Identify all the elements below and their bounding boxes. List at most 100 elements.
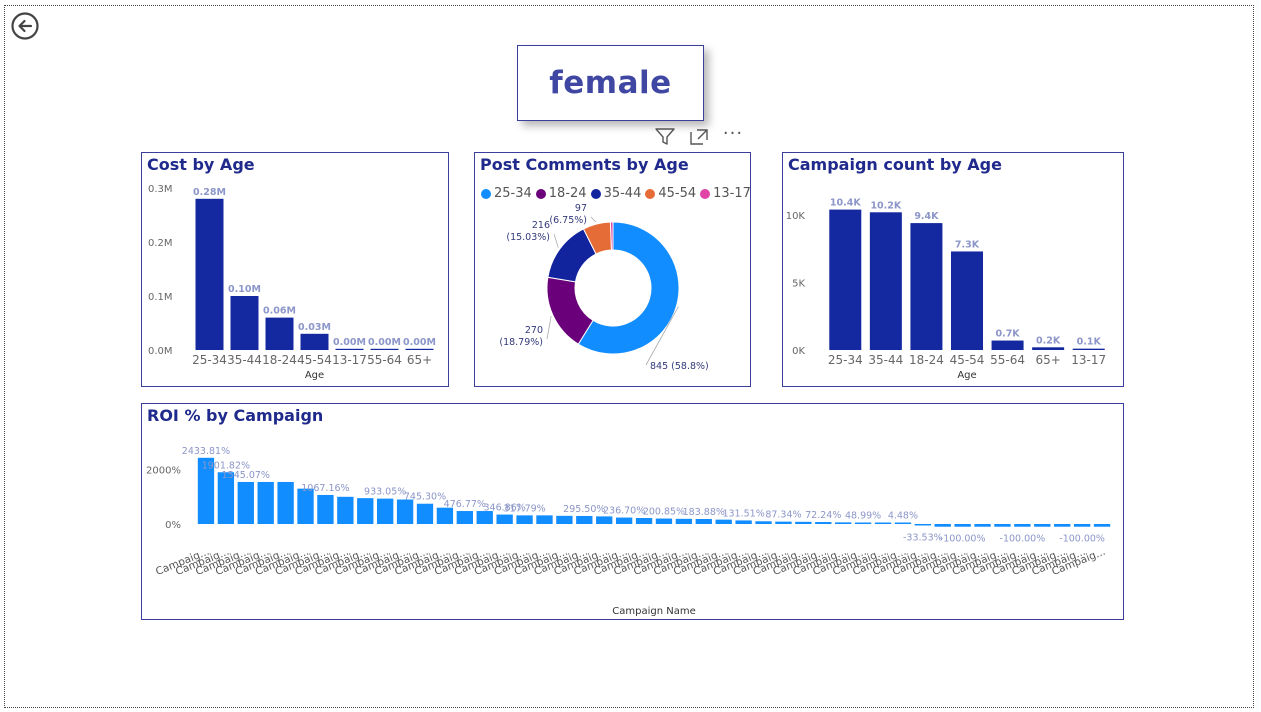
leader-line — [546, 316, 552, 340]
y-tick-label: 0K — [792, 346, 805, 357]
legend-item[interactable]: 13-17 — [700, 186, 751, 201]
data-label: 9.4K — [914, 211, 939, 222]
bar — [894, 522, 912, 524]
bar — [715, 519, 732, 524]
bar — [1054, 524, 1071, 527]
bar — [576, 515, 593, 524]
bar — [536, 515, 553, 524]
leader-line — [553, 233, 559, 248]
x-tick-label: 55-64 — [990, 353, 1025, 367]
legend-label: 25-34 — [494, 186, 532, 201]
data-label: 48.99% — [845, 511, 881, 522]
bar — [416, 503, 434, 524]
focus-mode-icon[interactable] — [686, 126, 712, 148]
x-tick-label: 65+ — [407, 353, 432, 367]
x-tick-label: 35-44 — [868, 353, 903, 367]
post-comments-panel[interactable]: Post Comments by Age 25-34 18-24 35-44 45-5… — [474, 152, 751, 387]
data-label: (18.79%) — [499, 337, 543, 348]
data-label: -100.00% — [1000, 534, 1046, 545]
bar — [337, 496, 354, 524]
legend-label: 18-24 — [548, 186, 587, 201]
data-label: 4.48% — [888, 511, 918, 522]
cost-by-age-panel[interactable]: Cost by Age 0.0M 0.1M 0.2M 0.3M 0.28M 25-34 0.… — [141, 152, 449, 387]
y-tick-label: 10K — [786, 211, 806, 222]
bar — [1014, 524, 1031, 527]
bar — [991, 340, 1024, 350]
bar — [835, 522, 852, 524]
x-tick-label: 13-17 — [332, 353, 367, 367]
more-options-icon[interactable]: ··· — [722, 123, 744, 144]
bar — [910, 223, 943, 350]
data-label: 87.34% — [765, 510, 801, 521]
bar — [1034, 524, 1051, 527]
data-label: 216 — [532, 220, 550, 231]
bar — [396, 499, 414, 524]
bar — [635, 518, 653, 524]
bar — [775, 521, 792, 524]
y-tick-label: 2000% — [146, 466, 181, 477]
bar — [230, 296, 259, 350]
bar — [197, 457, 215, 524]
legend-item[interactable]: 35-44 — [590, 186, 641, 201]
roi-by-campaign-panel[interactable]: ROI % by Campaign 0% 2000% 2433.81% Campaig… — [141, 403, 1124, 620]
data-label: 476.77% — [444, 499, 486, 510]
y-tick-label: 0.2M — [148, 238, 173, 249]
bar — [516, 515, 533, 524]
filter-icon[interactable] — [652, 126, 678, 148]
bar — [596, 516, 613, 524]
bar — [300, 333, 329, 350]
data-label: 0.28M — [193, 187, 226, 198]
leader-line — [590, 216, 597, 223]
data-label: 7.3K — [955, 239, 980, 250]
back-arrow-icon[interactable] — [11, 12, 39, 40]
x-tick-label: 45-54 — [297, 353, 332, 367]
legend-marker — [535, 188, 546, 199]
bar — [335, 348, 364, 350]
post-comments-donut: 845 (58.8%) 270(18.79%) 216(15.03%) 97(6.75… — [499, 203, 708, 372]
bar — [1073, 524, 1091, 527]
x-tick-label: 13-17 — [1071, 353, 1106, 367]
bar — [476, 511, 493, 524]
chart-title: Post Comments by Age — [480, 155, 689, 174]
bar — [357, 498, 374, 524]
data-label: 270 — [525, 325, 543, 336]
legend-marker — [700, 188, 711, 199]
legend-marker — [645, 188, 656, 199]
legend-label: 13-17 — [713, 186, 751, 201]
data-label: -100.00% — [1059, 534, 1105, 545]
data-label: 346.86% — [484, 503, 526, 514]
title-card[interactable]: female — [517, 45, 704, 121]
data-label: 97 — [575, 203, 587, 214]
legend-item[interactable]: 45-54 — [645, 186, 696, 201]
bar — [1093, 524, 1111, 527]
bar — [795, 521, 812, 524]
data-label: -33.53% — [903, 533, 943, 544]
bar — [695, 518, 712, 524]
bar — [405, 348, 434, 350]
data-label: 183.88% — [683, 507, 725, 518]
visual-header-toolbar: ··· — [652, 123, 754, 148]
roi-by-campaign-chart: 0%2000%2433.81%Campaig...1901.82%Campaig… — [146, 446, 1111, 617]
bar — [874, 522, 892, 524]
bar — [195, 198, 224, 350]
bar — [217, 472, 235, 524]
bar — [370, 348, 399, 350]
data-label: (15.03%) — [506, 232, 550, 243]
campaign-count-panel[interactable]: Campaign count by Age 0K 5K 10K 10.4K 25-34 1… — [782, 152, 1124, 387]
data-label: 0.2K — [1036, 335, 1061, 346]
campaign-count-chart: 0K 5K 10K 10.4K 25-34 10.2K 35-44 9.4K 18-24 7.3K… — [786, 198, 1106, 381]
bar — [869, 212, 902, 350]
data-label: 1545.07% — [222, 470, 270, 481]
cost-by-age-chart: 0.0M 0.1M 0.2M 0.3M 0.28M 25-34 0.10M 35-44 0.06… — [148, 184, 436, 381]
legend-item[interactable]: 18-24 — [535, 186, 587, 201]
y-tick-label: 0.0M — [148, 346, 173, 357]
data-label: 0.03M — [298, 322, 331, 333]
data-label: 1067.16% — [301, 483, 349, 494]
bar — [735, 520, 752, 524]
data-label: 72.24% — [805, 510, 841, 521]
x-axis-title: Campaign Name — [612, 606, 695, 617]
legend-item[interactable]: 25-34 — [481, 186, 532, 201]
leader-line — [645, 306, 679, 366]
x-tick-label: 55-64 — [367, 353, 402, 367]
data-label: (6.75%) — [549, 215, 587, 226]
